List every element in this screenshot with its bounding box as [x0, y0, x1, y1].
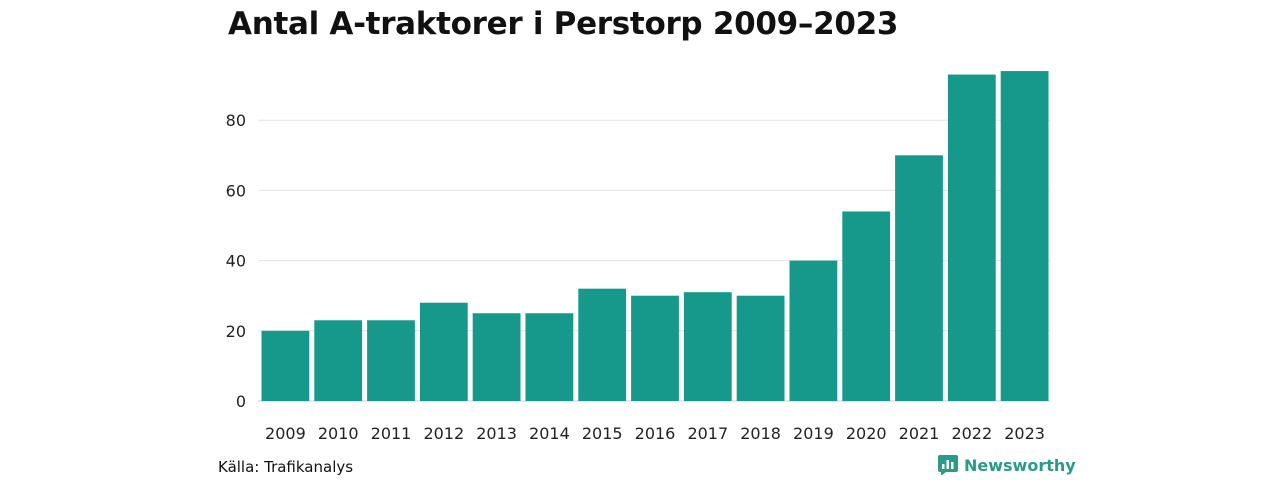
x-tick-label-2015: 2015	[582, 424, 623, 443]
x-tick-label-2013: 2013	[476, 424, 517, 443]
bar-2012	[419, 302, 468, 401]
x-tick-label-2009: 2009	[265, 424, 306, 443]
bar-2013	[472, 313, 521, 401]
y-tick-label: 60	[226, 181, 246, 200]
bar-2010	[314, 320, 363, 401]
x-tick-label-2010: 2010	[318, 424, 359, 443]
x-tick-label-2011: 2011	[371, 424, 412, 443]
bars	[261, 71, 1049, 401]
bar-2021	[895, 155, 943, 401]
x-tick-label-2019: 2019	[793, 424, 834, 443]
chart-title: Antal A-traktorer i Perstorp 2009–2023	[228, 6, 899, 42]
y-axis-ticks: 0 20 40 60 80	[226, 111, 246, 411]
bar-2014	[525, 313, 574, 401]
bar-2009	[261, 330, 310, 401]
x-tick-label-2017: 2017	[687, 424, 728, 443]
x-tick-label-2016: 2016	[635, 424, 676, 443]
y-tick-label: 80	[226, 111, 246, 130]
x-tick-label-2018: 2018	[740, 424, 781, 443]
bar-2016	[631, 295, 679, 401]
x-tick-label-2012: 2012	[423, 424, 464, 443]
bar-2015	[578, 288, 627, 401]
x-axis-ticks: 2009 2010 2011 2012 2013 2014 2015 2016 2017 2018…	[265, 424, 1045, 443]
bar-2022	[947, 74, 996, 401]
bar-2018	[736, 295, 785, 401]
y-tick-label: 20	[226, 322, 246, 341]
bar-2020	[842, 211, 891, 401]
y-tick-label: 0	[236, 392, 246, 411]
bar-2023	[1000, 71, 1049, 401]
y-tick-label: 40	[226, 252, 246, 271]
x-tick-label-2020: 2020	[846, 424, 887, 443]
brand-name: Newsworthy	[964, 455, 1076, 475]
x-tick-label-2023: 2023	[1004, 424, 1045, 443]
bar-2019	[789, 260, 838, 401]
newsworthy-logo-icon	[938, 455, 958, 475]
bar-2011	[367, 320, 415, 401]
brand-logo: Newsworthy	[938, 455, 1076, 475]
bar-2017	[683, 292, 732, 401]
x-tick-label-2022: 2022	[951, 424, 992, 443]
x-tick-label-2014: 2014	[529, 424, 570, 443]
x-tick-label-2021: 2021	[899, 424, 940, 443]
source-note: Källa: Trafikanalys	[218, 458, 354, 476]
